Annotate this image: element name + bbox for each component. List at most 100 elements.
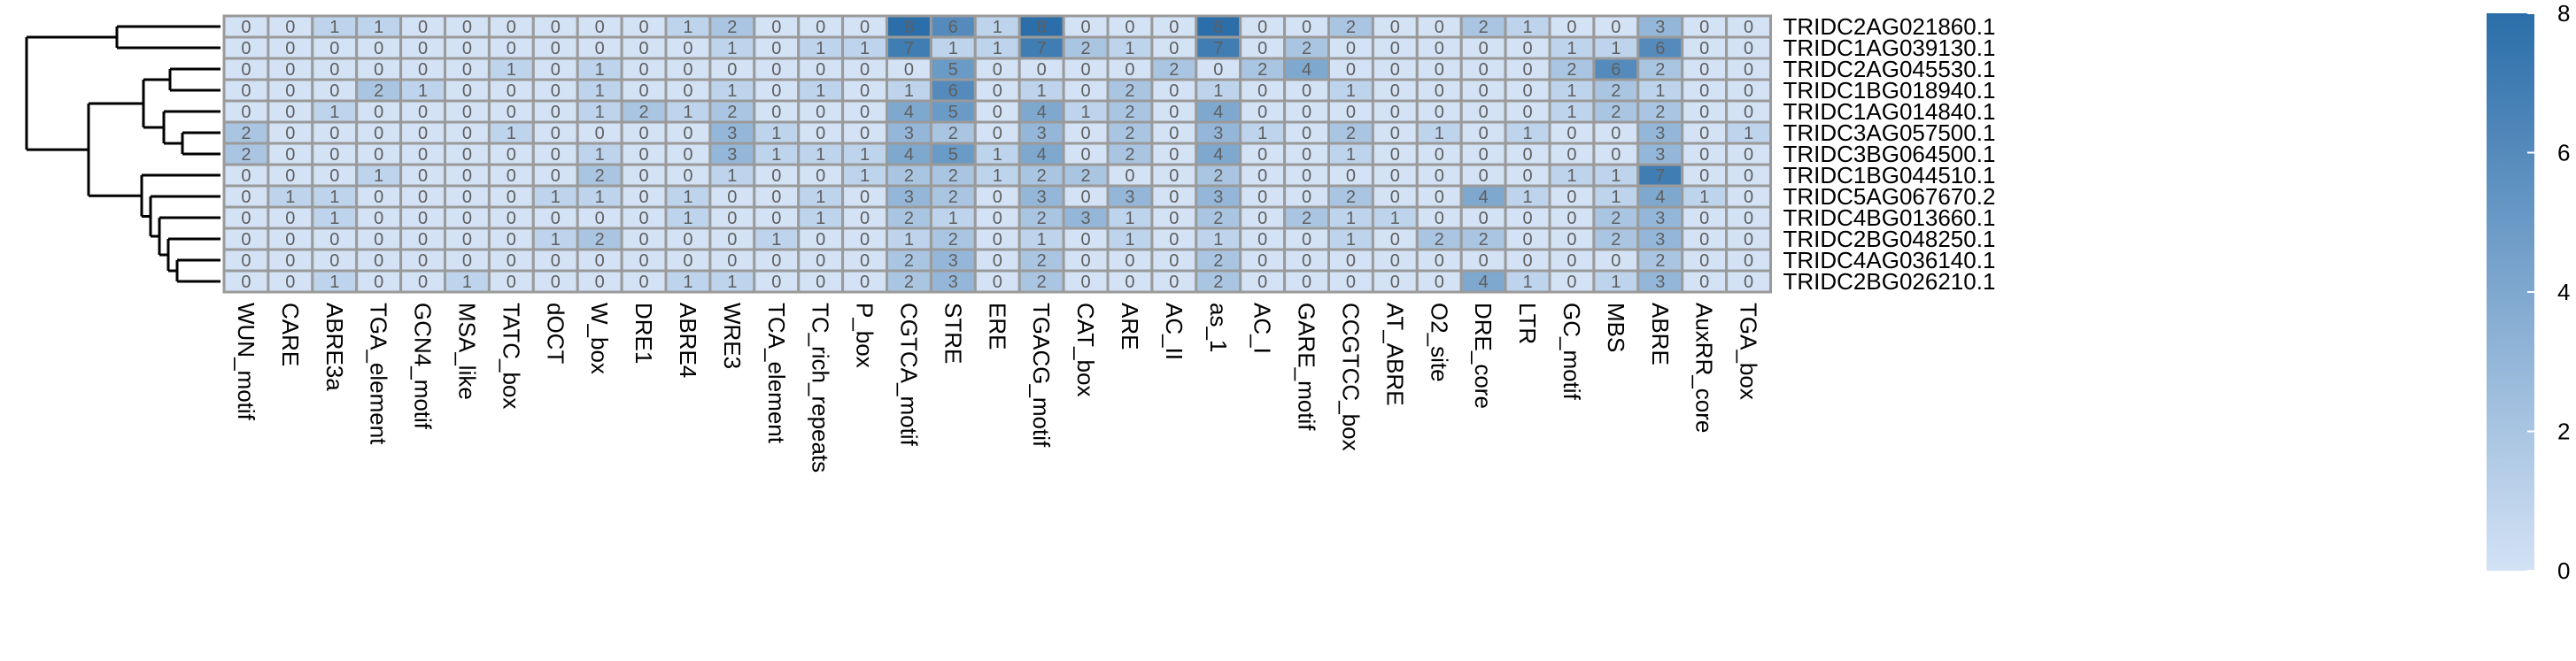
cell-value-label: 3	[727, 145, 737, 165]
cell-value-label: 0	[285, 166, 295, 186]
cell-value-label: 4	[1037, 103, 1047, 122]
row-label: TRIDC1AG039130.1	[1783, 35, 1996, 61]
cell-value-label: 0	[1699, 209, 1709, 228]
color-legend: 0 2 4 6 8	[2487, 0, 2570, 584]
row-labels: TRIDC2AG021860.1TRIDC1AG039130.1TRIDC2AG…	[1783, 13, 1996, 295]
cell-value-label: 0	[1566, 209, 1576, 228]
cell-value-label: 0	[993, 103, 1002, 122]
cell-value-label: 2	[595, 166, 605, 186]
cell-value-label: 0	[727, 209, 737, 228]
cell-value-label: 0	[860, 60, 870, 80]
cell-value-label: 0	[241, 81, 251, 101]
cell-value-label: 0	[1435, 145, 1444, 165]
cell-value-label: 0	[374, 39, 383, 58]
cell-value-label: 0	[771, 209, 781, 228]
heatmap-cell	[1195, 99, 1242, 124]
cell-value-label: 1	[329, 209, 339, 228]
cell-value-label: 1	[816, 209, 825, 228]
cell-value-label: 0	[418, 60, 428, 80]
cell-value-label: 1	[771, 124, 781, 143]
cell-value-label: 0	[507, 273, 516, 292]
row-label: TRIDC2AG021860.1	[1783, 13, 1996, 40]
heatmap-cell	[797, 120, 845, 145]
cell-value-label: 0	[1479, 60, 1489, 80]
heatmap-cell	[1106, 184, 1154, 209]
cell-value-label: 0	[1744, 81, 1753, 101]
cell-value-label: 2	[1037, 251, 1047, 271]
cell-value-label: 0	[1479, 209, 1489, 228]
cell-value-label: 0	[816, 273, 825, 292]
cell-value-label: 1	[727, 81, 737, 101]
cell-value-label: 0	[1169, 230, 1179, 250]
cell-value-label: 2	[1566, 60, 1576, 80]
cell-value-label: 3	[1080, 209, 1090, 228]
cell-value-label: 0	[329, 230, 339, 250]
heatmap-cell	[1636, 205, 1684, 230]
cell-value-label: 0	[1257, 209, 1267, 228]
cell-value-label: 0	[1080, 188, 1090, 207]
cell-value-label: 0	[462, 124, 472, 143]
cell-value-label: 3	[1213, 188, 1223, 207]
cell-value-label: 0	[1390, 18, 1400, 37]
cell-value-label: 0	[1213, 60, 1223, 80]
cell-value-label: 2	[1655, 251, 1665, 271]
heatmap-cell	[311, 78, 359, 103]
cell-value-label: 1	[1080, 103, 1090, 122]
cell-value-label: 2	[1169, 60, 1179, 80]
cell-value-label: 0	[507, 166, 516, 186]
cell-value-label: 6	[948, 18, 958, 37]
cell-value-label: 0	[1257, 230, 1267, 250]
cell-value-label: 0	[285, 230, 295, 250]
cell-value-label: 0	[329, 60, 339, 80]
cell-value-label: 0	[551, 60, 561, 80]
cell-value-label: 0	[1257, 145, 1267, 165]
cell-value-label: 2	[1125, 103, 1134, 122]
cell-value-label: 1	[1611, 166, 1621, 186]
cell-value-label: 0	[507, 209, 516, 228]
heatmap-cell	[355, 142, 403, 166]
color-scale-bar	[2487, 13, 2534, 571]
cell-value-label: 1	[329, 103, 339, 122]
cell-value-label: 0	[285, 103, 295, 122]
column-labels: WUN_motif CARE ABRE3a TGA_element GCN4_motif…	[233, 303, 1762, 473]
heatmap-cell	[399, 78, 447, 103]
cell-value-label: 0	[1479, 251, 1489, 271]
cell-value-label: 3	[1655, 273, 1665, 292]
heatmap-cell	[311, 227, 359, 251]
column-label: LTR	[1514, 303, 1541, 344]
cell-value-label: 0	[1522, 209, 1532, 228]
cell-value-label: 0	[993, 124, 1002, 143]
cell-value-label: 0	[1699, 124, 1709, 143]
heatmap-cell	[753, 57, 801, 81]
cell-value-label: 0	[595, 124, 605, 143]
cell-value-label: 3	[1037, 124, 1047, 143]
cell-value-label: 1	[1125, 230, 1134, 250]
heatmap-cell	[1150, 227, 1198, 251]
cell-value-label: 0	[329, 251, 339, 271]
cell-value-label: 0	[1257, 188, 1267, 207]
cell-value-label: 0	[1699, 145, 1709, 165]
heatmap-cell	[576, 120, 623, 145]
cell-value-label: 0	[507, 81, 516, 101]
heatmap-cell	[311, 35, 359, 60]
cell-value-label: 1	[1213, 81, 1223, 101]
heatmap-cell	[797, 184, 845, 209]
column-label: STRE	[940, 303, 966, 364]
cell-value-label: 1	[948, 209, 958, 228]
heatmap-cell	[797, 35, 845, 60]
column-label: ARE	[1117, 303, 1143, 350]
heatmap-cell	[1062, 205, 1110, 230]
row-label: TRIDC1AG014840.1	[1783, 98, 1996, 125]
heatmap-cell	[1504, 35, 1551, 60]
heatmap-cell	[1062, 184, 1110, 209]
cell-value-label: 0	[551, 124, 561, 143]
cell-value-label: 0	[1390, 166, 1400, 186]
cell-value-label: 0	[1169, 145, 1179, 165]
cell-value-label: 0	[1611, 251, 1621, 271]
column-label: ABRE	[1647, 303, 1674, 365]
cell-value-label: 1	[683, 18, 692, 37]
column-label: TGA_element	[366, 303, 392, 445]
cell-value-label: 0	[329, 145, 339, 165]
cell-value-label: 1	[1346, 81, 1356, 101]
cell-value-label: 1	[727, 166, 737, 186]
